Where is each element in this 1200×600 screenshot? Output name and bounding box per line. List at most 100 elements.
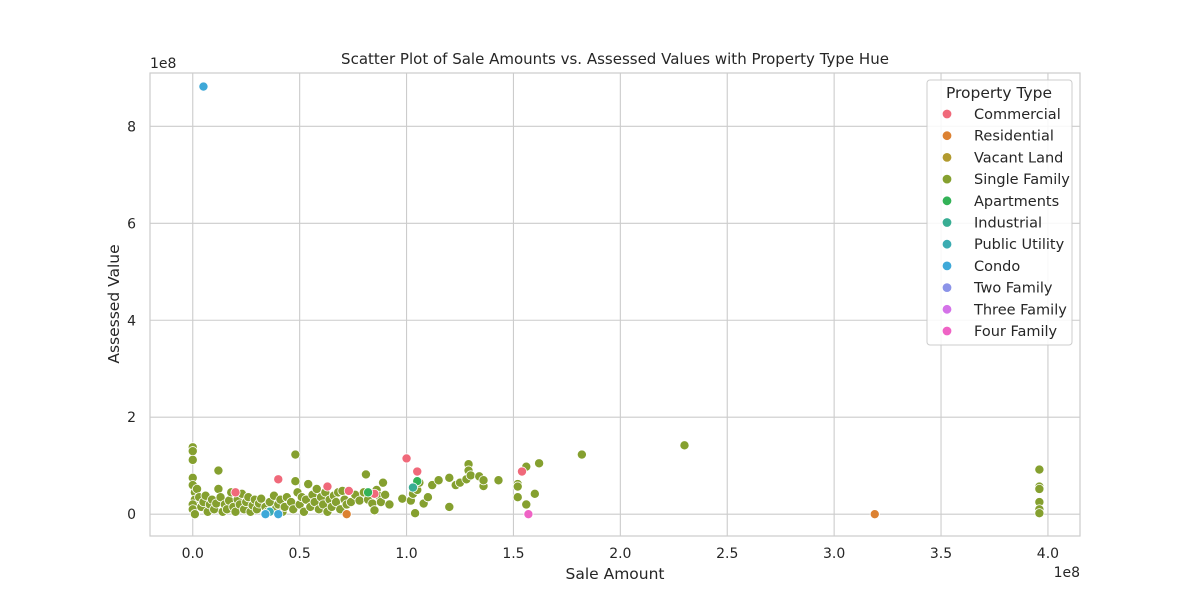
data-point [534, 458, 545, 469]
x-tick-labels: 0.0 0.5 1.0 1.5 2.0 2.5 3.0 3.5 4.0 [182, 546, 1059, 562]
data-point [444, 501, 455, 512]
x-tick-label: 2.0 [609, 546, 631, 562]
x-tick-label: 0.5 [289, 546, 311, 562]
x-tick-label: 3.5 [930, 546, 952, 562]
data-point [198, 81, 209, 92]
legend-marker [941, 152, 953, 163]
data-point [378, 477, 389, 488]
data-point [213, 465, 224, 476]
legend-entry-label: Apartments [974, 194, 1059, 210]
data-point [512, 492, 523, 503]
data-point [407, 482, 418, 493]
data-point [478, 475, 489, 486]
legend-title: Property Type [946, 84, 1052, 102]
y-axis-label: Assessed Value [105, 244, 123, 363]
legend-marker [941, 260, 953, 272]
data-point [433, 475, 444, 486]
legend-marker [941, 238, 953, 250]
series-single-family [187, 440, 1045, 520]
series-apartments [363, 476, 423, 498]
data-point [273, 474, 284, 485]
x-tick-label: 0.0 [182, 546, 204, 562]
data-point [290, 476, 301, 487]
data-point [523, 509, 534, 520]
data-point [529, 488, 540, 499]
data-point [380, 489, 391, 500]
legend-marker [941, 195, 953, 207]
data-point [512, 481, 523, 492]
legend-marker [941, 217, 953, 228]
y-tick-labels: 0 2 4 6 8 [127, 119, 136, 523]
data-point [493, 475, 504, 486]
data-point [363, 487, 374, 498]
data-point [303, 479, 314, 490]
legend-marker [941, 282, 953, 293]
x-tick-label: 2.5 [716, 546, 738, 562]
legend-entry-label: Industrial [974, 216, 1042, 232]
data-point [397, 493, 408, 504]
legend-entry-label: Condo [974, 259, 1020, 275]
data-point [401, 453, 412, 464]
data-point [322, 481, 333, 492]
y-tick-label: 6 [127, 216, 136, 232]
data-point [517, 466, 528, 477]
y-tick-label: 8 [127, 119, 136, 135]
series-residential [341, 509, 880, 520]
data-point [215, 492, 226, 503]
data-point [1034, 483, 1045, 494]
data-point [422, 492, 433, 503]
data-point [444, 472, 455, 483]
data-point [1034, 464, 1045, 475]
data-point [354, 495, 365, 506]
series-commercial [230, 453, 528, 499]
x-tick-label: 4.0 [1037, 546, 1059, 562]
legend-box [926, 79, 1073, 346]
legend-entry-label: Three Family [973, 302, 1067, 318]
legend-entry-label: Single Family [974, 172, 1070, 188]
legend: Property Type Commercial Residential Vacan… [926, 79, 1073, 346]
y-tick-label: 2 [127, 410, 136, 426]
data-point [343, 485, 354, 496]
data-point [189, 509, 200, 520]
data-point [1034, 508, 1045, 519]
legend-marker [941, 130, 953, 141]
y-tick-label: 0 [127, 507, 136, 523]
series-four-family [523, 509, 534, 520]
data-point [521, 499, 532, 510]
data-point [412, 466, 423, 477]
data-point [341, 509, 352, 520]
y-tick-label: 4 [127, 313, 136, 329]
data-point [410, 508, 421, 519]
x-tick-label: 3.0 [823, 546, 845, 562]
legend-entry-label: Residential [974, 129, 1054, 145]
legend-marker [941, 173, 953, 185]
grid [150, 73, 1080, 536]
data-point [869, 509, 880, 520]
data-point [360, 469, 371, 480]
legend-entry-label: Four Family [974, 324, 1058, 340]
legend-entry-label: Public Utility [974, 237, 1065, 253]
data-point [384, 499, 395, 510]
data-point [369, 505, 380, 516]
series-industrial [407, 482, 418, 493]
x-tick-label: 1.5 [502, 546, 524, 562]
legend-entry-label: Two Family [973, 281, 1053, 297]
data-point [290, 449, 301, 460]
data-point [192, 483, 203, 494]
legend-marker [941, 304, 953, 315]
data-point [187, 446, 198, 457]
y-offset-label: 1e8 [150, 56, 176, 72]
data-point [465, 470, 476, 481]
data-points [187, 81, 1045, 520]
chart-title: Scatter Plot of Sale Amounts vs. Assesse… [341, 50, 889, 68]
data-point [187, 454, 198, 465]
data-point [230, 487, 241, 498]
legend-marker [941, 108, 953, 120]
series-condo [198, 81, 284, 520]
legend-entry-label: Commercial [974, 107, 1061, 123]
plot-area-frame [149, 72, 1081, 537]
data-point [576, 449, 587, 460]
data-point [213, 483, 224, 494]
data-point [256, 493, 267, 504]
